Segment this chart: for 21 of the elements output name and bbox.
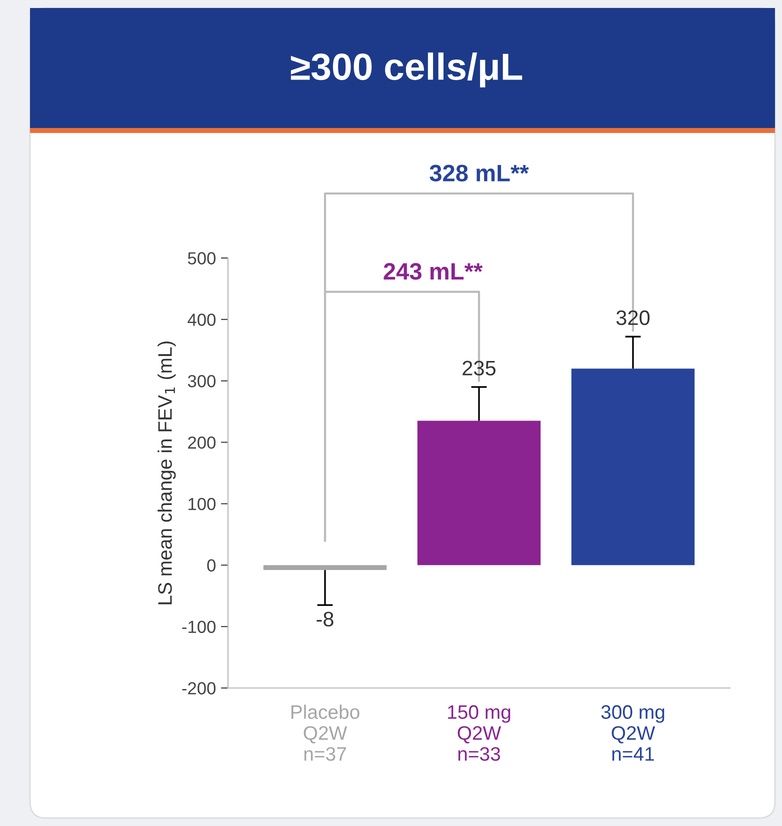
annotation: 243 mL** (384, 263, 483, 280)
x-tick-label: 300 mg Q2W n=41 (601, 705, 664, 761)
y-tick-label: -100 (182, 620, 216, 634)
y-tick-label: -200 (182, 682, 216, 694)
data-label: 320 (616, 310, 650, 326)
y-tick-label: 100 (188, 498, 216, 510)
y-tick-label: 400 (188, 314, 216, 326)
bar (417, 420, 541, 566)
y-tick-label: 0 (207, 559, 216, 572)
bar (263, 565, 387, 570)
chart-title: ≥300 cells/μL (290, 52, 522, 88)
data-label: -8 (316, 612, 334, 627)
data-label: 235 (462, 360, 496, 376)
x-tick-label: Placebo Q2W n=37 (291, 704, 360, 761)
text: 328 mL** (430, 164, 529, 182)
bar (571, 368, 695, 566)
y-tick-label: 500 (188, 252, 216, 264)
y-axis-title: LS mean change in FEV$_{1}$ (mL) (158, 341, 176, 604)
x-tick-label: 150 mg Q2W n=33 (448, 705, 510, 761)
y-tick-label: 300 (188, 375, 216, 388)
y-tick-label: 200 (188, 436, 216, 449)
